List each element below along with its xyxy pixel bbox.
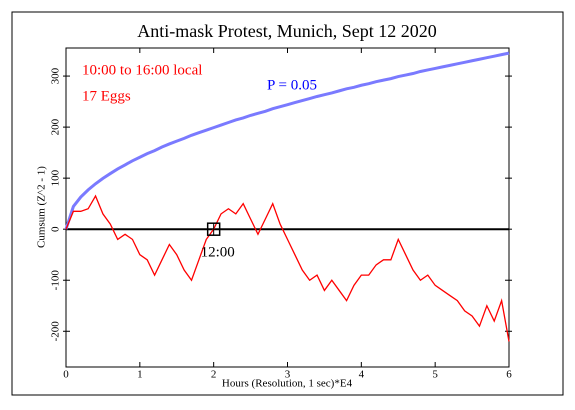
x-tick-label: 4 [359,369,365,381]
y-tick-label: 0 [50,226,62,232]
series-line [64,51,510,230]
marker-label: 12:00 [201,245,235,261]
x-tick-label: 1 [137,369,143,381]
chart-title: Anti-mask Protest, Munich, Sept 12 2020 [137,21,437,41]
frame [11,11,564,396]
annotation: 10:00 to 16:00 local [82,62,202,78]
y-tick-label: 300 [50,67,62,84]
x-tick-label: 0 [63,369,69,381]
x-tick-label: 6 [506,369,512,381]
y-tick-label: 200 [50,118,62,135]
annotation: P = 0.05 [267,77,317,93]
x-axis-label: Hours (Resolution, 1 sec)*E4 [222,378,353,390]
x-tick-label: 3 [285,369,291,381]
series-line [65,194,510,342]
y-tick-label: 100 [50,169,62,186]
y-tick-label: -100 [50,270,62,291]
x-tick-label: 2 [211,369,217,381]
annotation: 17 Eggs [82,88,131,104]
x-tick-label: 5 [432,369,438,381]
y-tick-label: -200 [50,321,62,342]
y-axis-label: Cumsum (Z^2 - 1) [36,166,48,248]
